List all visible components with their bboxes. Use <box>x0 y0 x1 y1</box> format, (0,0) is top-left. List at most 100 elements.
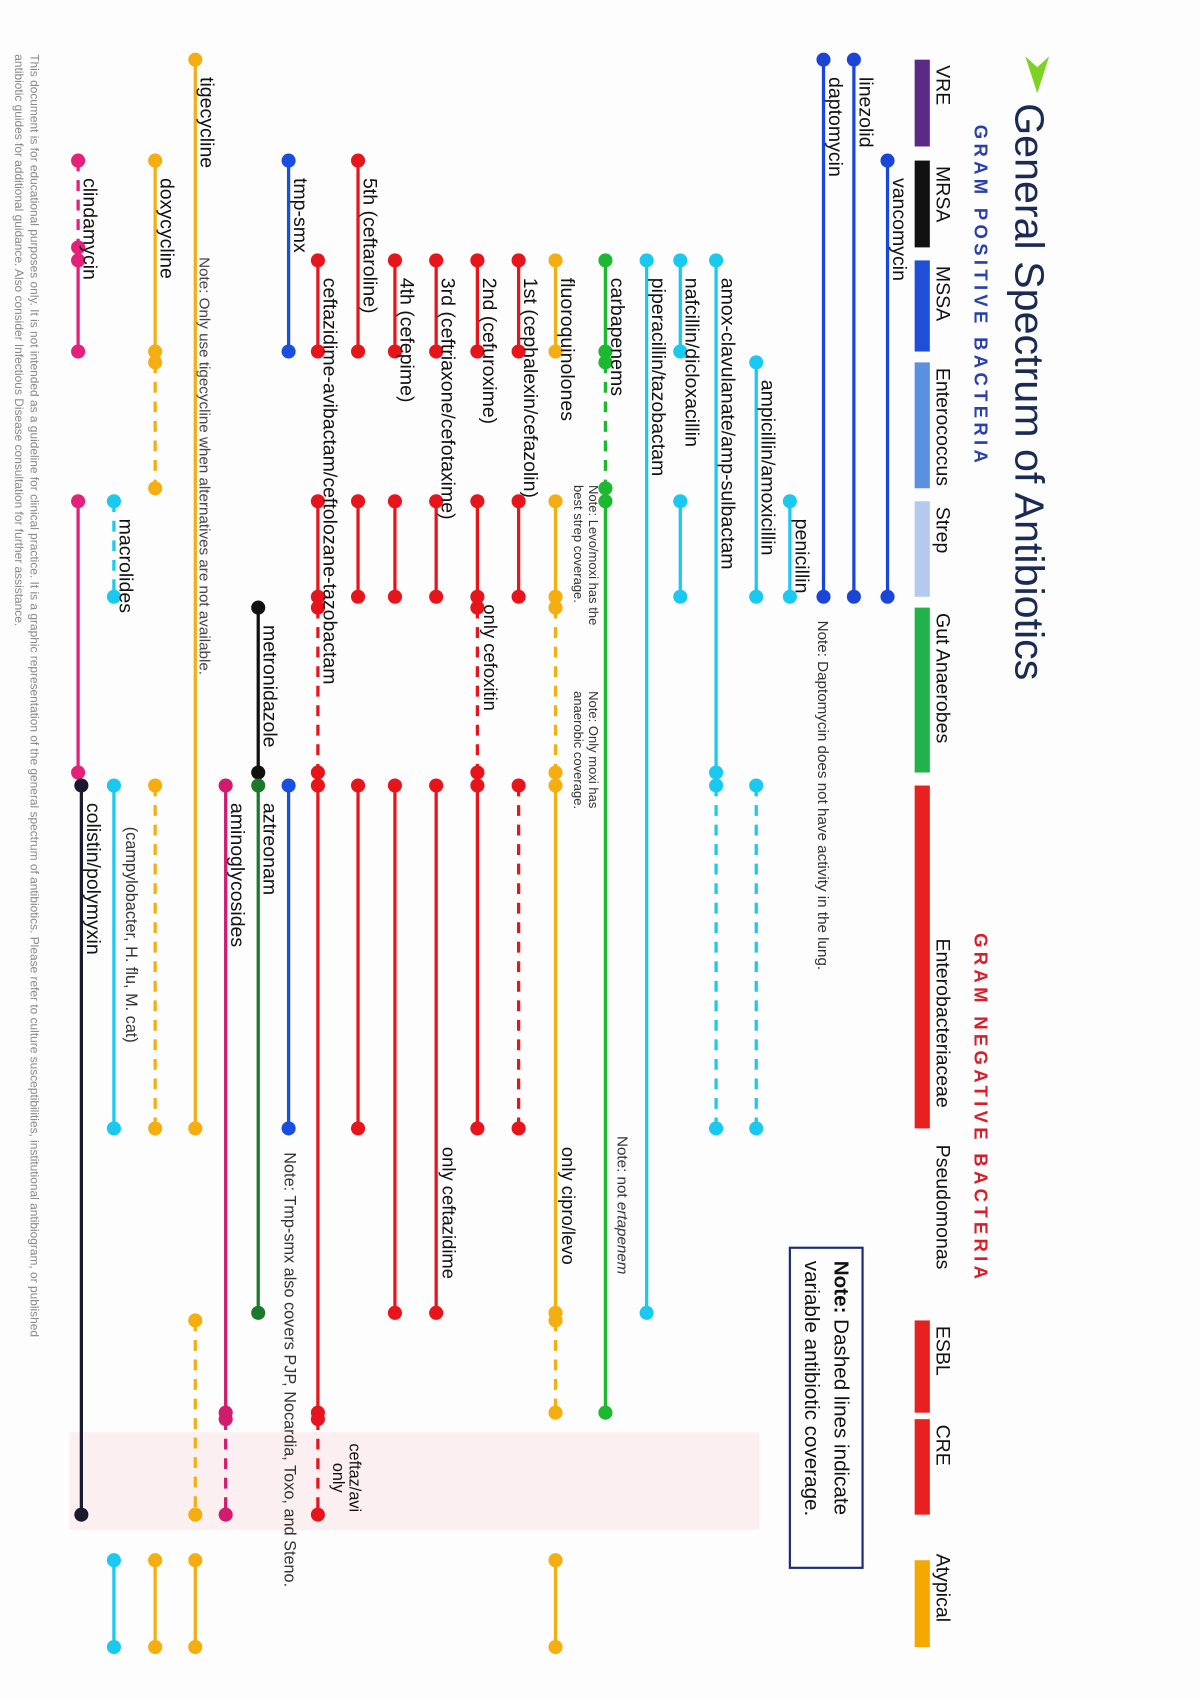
coverage-dot <box>74 778 89 793</box>
coverage-dot <box>749 589 764 604</box>
antibiotic-label: piperacillin/tazobactam <box>647 278 669 477</box>
antibiotic-label: metronidazole <box>259 625 281 748</box>
antibiotic-label: amox-clavulanate/amp-sulbactam <box>717 278 739 570</box>
coverage-dot <box>749 355 764 370</box>
antibiotic-2nd-cefuroxime: 2nd (cefuroxime) <box>470 253 500 1136</box>
coverage-dot <box>429 494 444 509</box>
coverage-dot <box>511 344 526 359</box>
coverage-dot <box>709 765 724 780</box>
coverage-dot <box>310 253 325 268</box>
antibiotic-label: doxycycline <box>156 178 178 279</box>
note-tigecycline: Note: Only use tigecycline when alternat… <box>196 257 213 675</box>
antibiotic-label: vancomycin <box>888 178 910 281</box>
note-ertapenem: Note: not ertapenem <box>613 1136 630 1274</box>
coverage-dot <box>251 1305 266 1320</box>
antibiotic-label: 2nd (cefuroxime) <box>478 278 500 424</box>
coverage-dot <box>188 1507 203 1522</box>
antibiotic-doxycycline: doxycycline <box>148 153 178 1655</box>
coverage-dot <box>548 494 563 509</box>
coverage-dot <box>548 344 563 359</box>
coverage-dot <box>188 1313 203 1328</box>
coverage-dot <box>548 253 563 268</box>
coverage-dot <box>816 589 831 604</box>
antibiotic-label: tmp-smx <box>289 178 311 253</box>
coverage-dot <box>639 253 654 268</box>
coverage-dot <box>548 1405 563 1420</box>
antibiotic-piperacillin-tazobactam: piperacillin/tazobactam <box>639 253 669 1320</box>
note-daptomycin: Note: Daptomycin does not have activity … <box>814 621 831 971</box>
coverage-dot <box>782 589 797 604</box>
column-vre: VRE <box>931 65 953 105</box>
column-strep: Strep <box>931 507 953 554</box>
coverage-dot <box>310 765 325 780</box>
coverage-dot <box>470 344 485 359</box>
coverage-dot <box>281 344 296 359</box>
antibiotic-label: ampicillin/amoxicillin <box>757 380 779 556</box>
coverage-dot <box>148 344 163 359</box>
disclaimer-line-2: antibiotic guides for additional guidanc… <box>12 54 26 626</box>
coverage-dot <box>511 778 526 793</box>
coverage-dot <box>548 1639 563 1655</box>
coverage-dot <box>71 253 86 268</box>
coverage-dot <box>106 1121 121 1136</box>
note-only-moxi-line2: anaerobic coverage. <box>571 691 586 809</box>
coverage-dot <box>71 344 86 359</box>
coverage-dot <box>470 494 485 509</box>
note-ceftaz-avi-line2: only <box>329 1463 347 1494</box>
coverage-dot <box>350 589 366 604</box>
coverage-dot <box>387 589 402 604</box>
antibiotic-label: penicillin <box>790 519 812 594</box>
coverage-dot <box>71 153 86 168</box>
coverage-dot <box>387 778 402 793</box>
column-mrsa: MRSA <box>931 166 953 222</box>
highlight-band <box>69 1432 760 1530</box>
coverage-dot <box>673 494 688 509</box>
svg-text:Note: Dashed lines indicate: Note: Dashed lines indicate <box>829 1261 852 1515</box>
coverage-dot <box>148 355 163 370</box>
bar-atypical <box>914 1560 930 1648</box>
coverage-dot <box>782 494 797 509</box>
chevron-logo-icon <box>1025 56 1050 94</box>
note-ceftaz-avi-line1: ceftaz/avi <box>345 1443 363 1512</box>
coverage-dot <box>470 1121 485 1136</box>
bar-mrsa <box>914 160 930 248</box>
antibiotic-label: macrolides <box>114 519 136 614</box>
antibiotic-metronidazole: metronidazole <box>251 600 281 780</box>
coverage-dot <box>548 778 563 793</box>
bar-esbl <box>914 1320 930 1413</box>
coverage-dot <box>188 1639 203 1655</box>
coverage-dot <box>880 589 895 604</box>
coverage-dot <box>598 344 613 359</box>
legend-note-line1: Dashed lines indicate <box>829 1313 852 1515</box>
coverage-dot <box>429 344 444 359</box>
antibiotic-ceftazidime-avibactam-ceftolozane-tazobactam: ceftazidime-avibactam/ceftolozane-tazoba… <box>310 253 340 1522</box>
antibiotic-carbapenems: carbapenems <box>598 253 628 1420</box>
coverage-dot <box>598 494 613 509</box>
coverage-dot <box>218 1412 233 1427</box>
antibiotic-label: fluoroquinolones <box>556 278 578 421</box>
coverage-dot <box>350 494 366 509</box>
coverage-dot <box>188 52 203 67</box>
coverage-dot <box>548 600 563 615</box>
coverage-dot <box>548 1313 563 1328</box>
coverage-dot <box>598 355 613 370</box>
coverage-dot <box>106 778 121 793</box>
antibiotic-vancomycin: vancomycin <box>880 153 910 604</box>
coverage-dot <box>310 494 325 509</box>
coverage-dot <box>148 481 163 496</box>
coverage-dot <box>429 778 444 793</box>
antibiotic-1st-cephalexin-cefazolin: 1st (cephalexin/cefazolin) <box>511 253 541 1136</box>
coverage-dot <box>846 52 861 67</box>
coverage-dot <box>251 600 266 615</box>
antibiotic-tigecycline: tigecycline <box>188 52 218 1655</box>
coverage-dot <box>673 344 688 359</box>
antibiotic-aminoglycosides: aminoglycosides <box>218 778 248 1522</box>
antibiotic-colistin-polymyxin: colistin/polymyxin <box>74 778 104 1522</box>
coverage-dot <box>71 765 86 780</box>
coverage-dot <box>310 344 325 359</box>
coverage-dot <box>350 778 366 793</box>
coverage-dot <box>251 778 266 793</box>
coverage-dot <box>548 1553 563 1568</box>
coverage-dot <box>106 1553 121 1568</box>
gram-negative-heading: GRAM NEGATIVE BACTERIA <box>970 933 991 1283</box>
